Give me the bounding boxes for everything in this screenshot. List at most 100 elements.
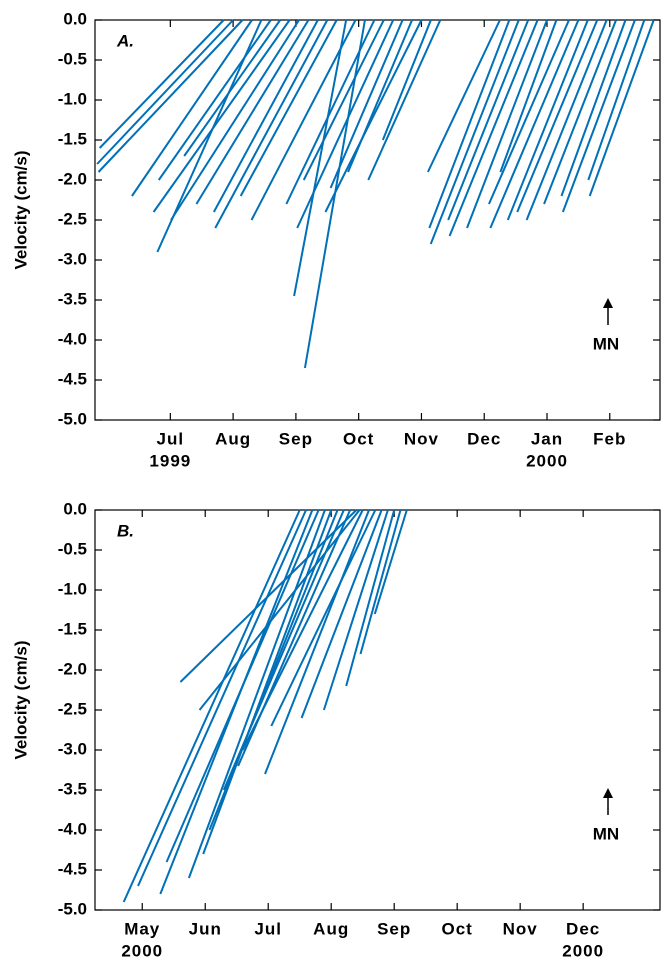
y-tick-label: -2.5 [58, 699, 87, 718]
velocity-stick [165, 509, 320, 863]
velocity-stick [543, 19, 617, 205]
velocity-stick [296, 19, 395, 229]
velocity-stick [516, 19, 599, 213]
velocity-stick [212, 19, 319, 213]
y-tick-label: -4.0 [58, 819, 87, 838]
x-tick-label: Oct [343, 429, 374, 448]
y-tick-label: -1.5 [58, 619, 87, 638]
velocity-stick [302, 19, 385, 181]
velocity-stick [587, 19, 646, 181]
velocity-stick [525, 19, 608, 221]
velocity-stick [322, 509, 389, 711]
velocity-stick [183, 19, 282, 157]
velocity-stick [131, 19, 253, 197]
velocity-stick [97, 19, 244, 173]
velocity-stick [588, 19, 655, 197]
x-tick-label: Jun [189, 919, 222, 938]
x-tick-label: Sep [377, 919, 411, 938]
velocity-stick [367, 19, 442, 181]
x-tick-label: May [124, 919, 160, 938]
panel-label: B. [117, 521, 134, 540]
y-tick-label: -3.5 [58, 779, 87, 798]
velocity-stick [250, 19, 357, 221]
x-tick-label: Jan [531, 429, 563, 448]
y-tick-label: -0.5 [58, 49, 87, 68]
velocity-stick [285, 19, 376, 205]
velocity-stick [329, 19, 404, 189]
velocity-stick [359, 509, 402, 655]
y-tick-label: -1.0 [58, 579, 87, 598]
y-tick-label: -2.0 [58, 169, 87, 188]
x-tick-label: Nov [404, 429, 439, 448]
y-tick-label: -5.0 [58, 409, 87, 428]
y-tick-label: 0.0 [63, 9, 87, 28]
velocity-stick [499, 19, 558, 173]
velocity-stick [179, 509, 358, 683]
velocity-stick [187, 509, 326, 879]
velocity-stick [489, 19, 580, 229]
x-year-label: 2000 [562, 941, 604, 960]
velocity-stick [157, 19, 272, 181]
velocity-stick [170, 19, 300, 221]
annotation: MN [593, 334, 619, 353]
x-tick-label: Jul [254, 919, 282, 938]
y-tick-label: -3.0 [58, 739, 87, 758]
x-tick-label: Aug [215, 429, 251, 448]
x-tick-label: Dec [467, 429, 501, 448]
x-tick-label: Oct [442, 919, 473, 938]
north-arrow-head [603, 298, 613, 308]
y-tick-label: -2.0 [58, 659, 87, 678]
velocity-stick [222, 509, 345, 791]
y-tick-label: -2.5 [58, 209, 87, 228]
velocity-stick [373, 509, 408, 615]
x-tick-label: Aug [313, 919, 349, 938]
x-year-label: 1999 [149, 451, 191, 470]
velocity-stick [198, 509, 361, 711]
y-tick-label: -4.5 [58, 369, 87, 388]
velocity-stick [560, 19, 627, 197]
y-tick-label: -0.5 [58, 539, 87, 558]
velocity-stick [137, 509, 307, 887]
velocity-stick [96, 19, 234, 165]
velocity-stick [561, 19, 636, 213]
y-tick-label: 0.0 [63, 499, 87, 518]
velocity-stick [122, 509, 301, 903]
velocity-stick [239, 19, 338, 197]
x-year-label: 2000 [526, 451, 568, 470]
y-tick-label: -1.5 [58, 129, 87, 148]
velocity-stick [466, 19, 548, 229]
x-year-label: 2000 [121, 941, 163, 960]
y-axis-label: Velocity (cm/s) [11, 640, 30, 759]
x-tick-label: Jul [157, 429, 185, 448]
y-tick-label: -5.0 [58, 899, 87, 918]
x-tick-label: Feb [593, 429, 626, 448]
velocity-stick [264, 509, 370, 775]
x-tick-label: Nov [503, 919, 538, 938]
velocity-stick [428, 19, 511, 229]
north-arrow-head [603, 788, 613, 798]
velocity-stick [300, 509, 383, 719]
velocity-stick [270, 509, 377, 727]
velocity-stick [448, 19, 539, 237]
velocity-stick [506, 19, 589, 221]
velocity-stick [324, 19, 423, 213]
y-tick-label: -4.5 [58, 859, 87, 878]
y-tick-label: -4.0 [58, 329, 87, 348]
y-tick-label: -3.5 [58, 289, 87, 308]
velocity-stick [293, 19, 348, 297]
velocity-stick [195, 19, 310, 205]
velocity-stick [488, 19, 570, 205]
velocity-stick [429, 19, 520, 245]
annotation: MN [593, 824, 619, 843]
x-tick-label: Dec [566, 919, 600, 938]
velocity-stick [381, 19, 432, 141]
velocity-stick [241, 509, 364, 751]
velocity-stick [152, 19, 291, 213]
panel-label: A. [116, 31, 134, 50]
velocity-stick [447, 19, 530, 221]
y-tick-label: -3.0 [58, 249, 87, 268]
velocity-stick [202, 509, 333, 855]
velocity-stick [214, 19, 329, 229]
